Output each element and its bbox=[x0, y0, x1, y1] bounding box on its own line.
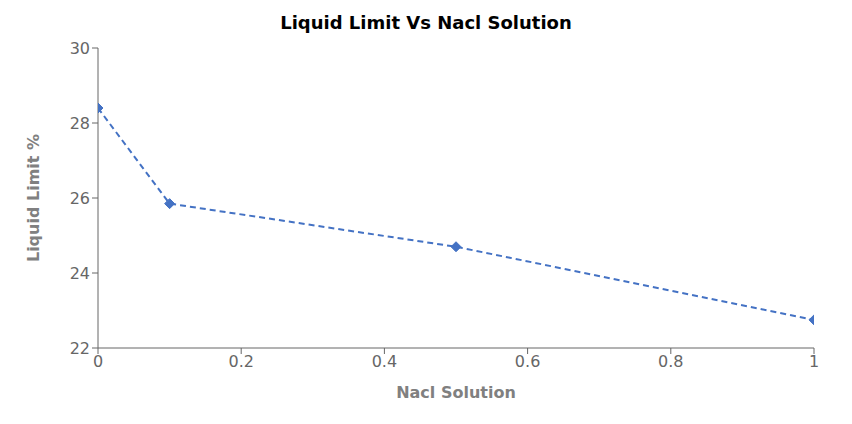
svg-text:28: 28 bbox=[70, 114, 90, 133]
svg-text:0.6: 0.6 bbox=[515, 352, 540, 371]
svg-text:30: 30 bbox=[70, 39, 90, 58]
svg-text:0.4: 0.4 bbox=[372, 352, 397, 371]
svg-text:Nacl Solution: Nacl Solution bbox=[396, 383, 516, 402]
svg-text:1: 1 bbox=[809, 352, 819, 371]
svg-text:22: 22 bbox=[70, 339, 90, 358]
svg-text:24: 24 bbox=[70, 264, 90, 283]
html-text:Liquid Limit Vs Nacl Solution: Liquid Limit Vs Nacl Solution bbox=[280, 12, 572, 33]
svg-text:0.2: 0.2 bbox=[228, 352, 253, 371]
svg-text:Liquid Limit %: Liquid Limit % bbox=[24, 134, 43, 262]
svg-text:0: 0 bbox=[93, 352, 103, 371]
svg-text:26: 26 bbox=[70, 189, 90, 208]
svg-text:0.8: 0.8 bbox=[658, 352, 683, 371]
